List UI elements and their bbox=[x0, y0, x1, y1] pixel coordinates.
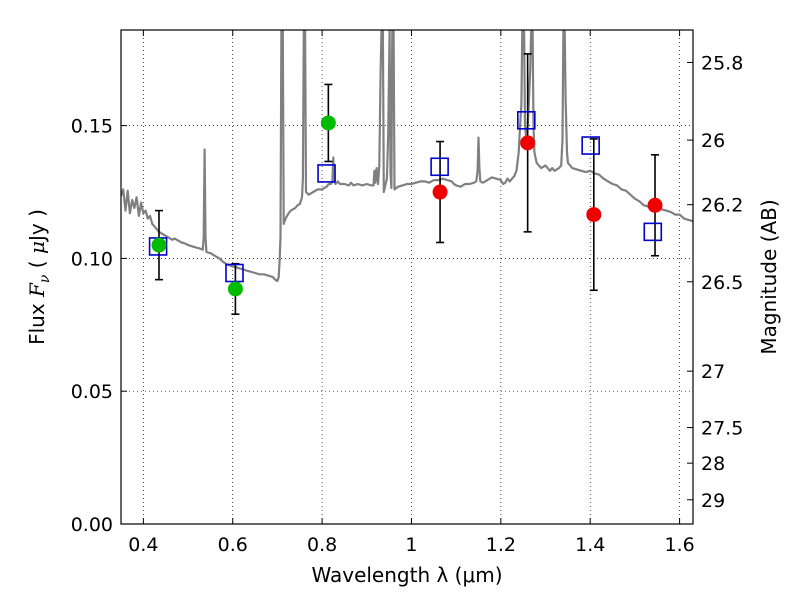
circle-marker bbox=[227, 281, 243, 297]
y-axis-label: Flux Fν ( μJy ) bbox=[25, 209, 53, 345]
x-tick-label: 1.2 bbox=[486, 534, 516, 556]
circle-marker bbox=[151, 237, 167, 253]
x-tick-label: 0.4 bbox=[128, 534, 158, 556]
mag-tick-label: 26.2 bbox=[701, 195, 743, 217]
circle-marker bbox=[520, 135, 536, 151]
x-axis-label: Wavelength λ (μm) bbox=[311, 563, 502, 587]
square-marker bbox=[430, 157, 449, 177]
y-tick-label: 0.15 bbox=[71, 116, 113, 138]
x-tick-label: 1 bbox=[405, 534, 417, 556]
y-tick-label: 0.05 bbox=[71, 381, 113, 403]
mag-tick-label: 27 bbox=[701, 361, 725, 383]
mag-tick-label: 26.5 bbox=[701, 272, 743, 294]
tick-labels: 0.4 0.6 0.8 1 1.2 1.4 1.6 0.00 0.05 0.10 0.15 25.8 2… bbox=[71, 52, 744, 556]
x-tick-label: 0.8 bbox=[307, 534, 337, 556]
y-tick-label: 0.00 bbox=[71, 514, 113, 536]
grid-lines bbox=[121, 30, 693, 525]
spectrum-line bbox=[121, 30, 693, 283]
x-tick-label: 1.6 bbox=[664, 534, 694, 556]
square-marker bbox=[317, 164, 336, 183]
y-tick-label: 0.10 bbox=[71, 248, 113, 270]
model-spectrum bbox=[121, 30, 693, 283]
data-markers bbox=[148, 111, 663, 297]
circle-marker bbox=[586, 207, 602, 223]
x-tick-label: 1.4 bbox=[575, 534, 605, 556]
mag-tick-label: 29 bbox=[701, 490, 725, 512]
circle-marker bbox=[647, 197, 663, 213]
mag-tick-label: 25.8 bbox=[701, 52, 743, 74]
mag-tick-label: 28 bbox=[701, 453, 725, 475]
plot-frame bbox=[120, 29, 694, 525]
circle-marker bbox=[432, 184, 448, 200]
square-marker bbox=[581, 136, 600, 155]
square-marker bbox=[517, 111, 536, 130]
mag-tick-label: 27.5 bbox=[701, 418, 743, 440]
y2-axis-label: Magnitude (AB) bbox=[757, 199, 781, 354]
circle-marker bbox=[320, 115, 336, 131]
square-marker bbox=[643, 222, 663, 242]
mag-tick-label: 26 bbox=[701, 130, 725, 152]
x-tick-label: 0.6 bbox=[218, 534, 248, 556]
axis-ticks bbox=[121, 30, 693, 525]
